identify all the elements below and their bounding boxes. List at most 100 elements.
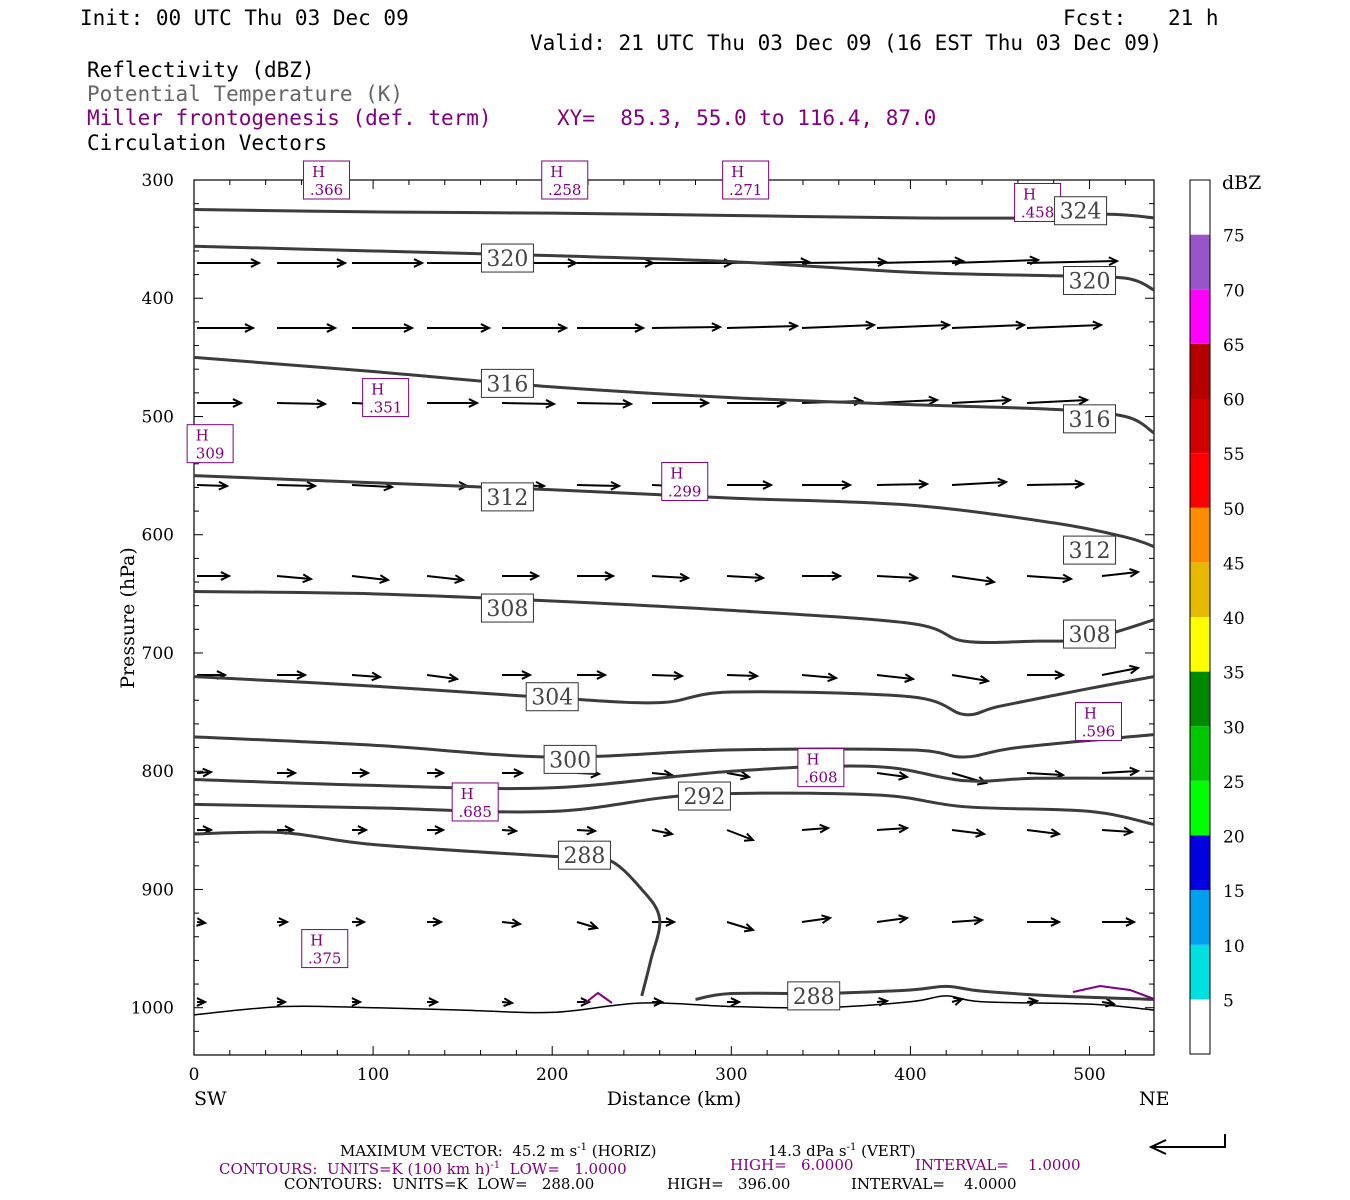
theta-contour-interval: INTERVAL= 4.0000 — [851, 1175, 1017, 1193]
colorbar-tick-label: 75 — [1223, 227, 1245, 247]
circulation-vector — [951, 919, 983, 923]
contour-label: 312 — [486, 486, 528, 511]
field-potential-temperature: Potential Temperature (K) — [87, 82, 404, 106]
circulation-vector — [726, 772, 750, 778]
contour-label-box — [1063, 404, 1117, 434]
circulation-vector-head — [580, 997, 592, 1007]
theta-contour-288 — [695, 984, 1154, 1001]
circulation-vector-head — [979, 674, 991, 685]
circulation-vector-head — [743, 923, 756, 933]
theta-contour-312 — [194, 474, 1154, 548]
circulation-vector-head — [351, 997, 363, 1007]
circulation-vector-head — [997, 477, 1009, 488]
circulation-vector-head — [1092, 320, 1104, 331]
circulation-vector-head — [788, 321, 800, 332]
x-tick-label: 300 — [715, 1065, 747, 1085]
frontogenesis-max-label: H — [1023, 185, 1036, 203]
theta-contour-info: CONTOURS: UNITS=K LOW= 288.00 — [284, 1175, 595, 1193]
frontogenesis-contour — [584, 991, 613, 1004]
theta-contour-316 — [194, 355, 1154, 435]
frontogenesis-max-label: H — [196, 427, 209, 445]
y-tick-label: 300 — [142, 171, 174, 191]
circulation-vector-head — [762, 480, 774, 490]
frontogenesis-max-label: H — [312, 163, 325, 181]
circulation-vector-head — [557, 323, 569, 333]
circulation-vector-head — [480, 323, 492, 333]
circulation-vector — [876, 674, 914, 680]
circulation-vector-head — [355, 917, 367, 927]
max-vector-key — [1148, 1134, 1226, 1155]
contour-label-box — [525, 682, 579, 712]
colorbar-tick-label: 20 — [1223, 828, 1245, 848]
circulation-vector-head — [699, 398, 711, 408]
circulation-vector-head — [250, 258, 262, 268]
colorbar-tick-label: 35 — [1223, 664, 1245, 684]
circulation-vector-head — [898, 914, 910, 924]
circulation-vector-head — [940, 320, 952, 331]
contour-label-box — [557, 840, 611, 870]
x-end-label-sw: SW — [194, 1088, 227, 1110]
circulation-vector-head — [831, 571, 843, 581]
colorbar-tick-label: 55 — [1223, 445, 1245, 465]
circulation-vector — [576, 402, 632, 405]
frontogenesis-max-label: H — [371, 381, 384, 399]
y-tick-label: 900 — [142, 880, 174, 900]
circulation-vector-head — [673, 670, 685, 681]
circulation-vector-head — [529, 571, 541, 581]
circulation-vector-head — [985, 576, 997, 586]
circulation-vector-head — [278, 917, 290, 927]
circulation-vector-head — [232, 398, 244, 408]
circulation-vector-head — [1129, 664, 1141, 675]
circulation-vector-head — [586, 825, 598, 836]
axis-ticks — [193, 179, 1154, 1056]
circulation-vector — [801, 917, 831, 923]
circulation-vector — [351, 575, 389, 581]
circulation-vector-head — [1001, 395, 1013, 406]
axis-labels: 300 400 500 600 700 800 900 1000 0 100 200 300 400 50… — [117, 171, 1170, 1110]
circulation-vector — [196, 771, 212, 774]
circulation-vector-head — [1028, 996, 1040, 1007]
circulation-vector — [651, 674, 683, 677]
contour-label-box — [543, 744, 597, 774]
frontogenesis-contour-high: HIGH= 6.0000 — [730, 1156, 854, 1174]
circulation-vector-head — [1123, 826, 1135, 837]
circulation-vector-head — [276, 997, 288, 1007]
circulation-vector — [1026, 483, 1084, 486]
circulation-vector — [801, 827, 829, 831]
frontogenesis-contour-info: CONTOURS: UNITS=K (100 km h)-1 LOW= 1.00… — [219, 1160, 627, 1178]
circulation-vector — [1026, 260, 1118, 264]
frontogenesis-max-box — [1014, 182, 1062, 222]
colorbar-segment — [1190, 835, 1210, 891]
max-vector-line: MAXIMUM VECTOR: 45.2 m s-1 (HORIZ) — [340, 1142, 657, 1160]
colorbar-segment — [1190, 180, 1210, 235]
frontogenesis-max-value: .351 — [369, 399, 402, 417]
circulation-vector — [1026, 324, 1102, 329]
circulation-vector-head — [296, 670, 308, 680]
frontogenesis-max-box — [797, 748, 845, 788]
theta-contour-296 — [194, 764, 1154, 791]
frontogenesis-max-value: .366 — [310, 181, 343, 199]
circulation-vector — [876, 827, 908, 831]
y-tick-label: 600 — [142, 526, 174, 546]
circulation-vector — [651, 326, 721, 329]
circulation-vector-head — [821, 914, 833, 924]
frontogenesis-max-value: .608 — [804, 769, 837, 787]
circulation-vector-head — [286, 768, 298, 778]
circulation-vector-head — [379, 574, 391, 584]
circulation-vector — [501, 402, 555, 405]
circulation-vector — [1101, 829, 1133, 833]
circulation-vector-head — [357, 825, 369, 835]
contour-label-box — [1063, 266, 1117, 296]
circulation-vector-head — [587, 921, 600, 931]
y-tick-label: 700 — [142, 644, 174, 664]
contour-label: 292 — [683, 785, 725, 810]
contour-label-box — [480, 243, 534, 273]
frontogenesis-max-label: H — [461, 785, 474, 803]
circulation-vector-head — [432, 917, 444, 927]
frontogenesis-max-box — [541, 160, 589, 200]
forecast-hour: 21 h — [1168, 6, 1219, 30]
circulation-vector-head — [819, 823, 831, 834]
frontogenesis-max-label: H — [310, 932, 323, 950]
